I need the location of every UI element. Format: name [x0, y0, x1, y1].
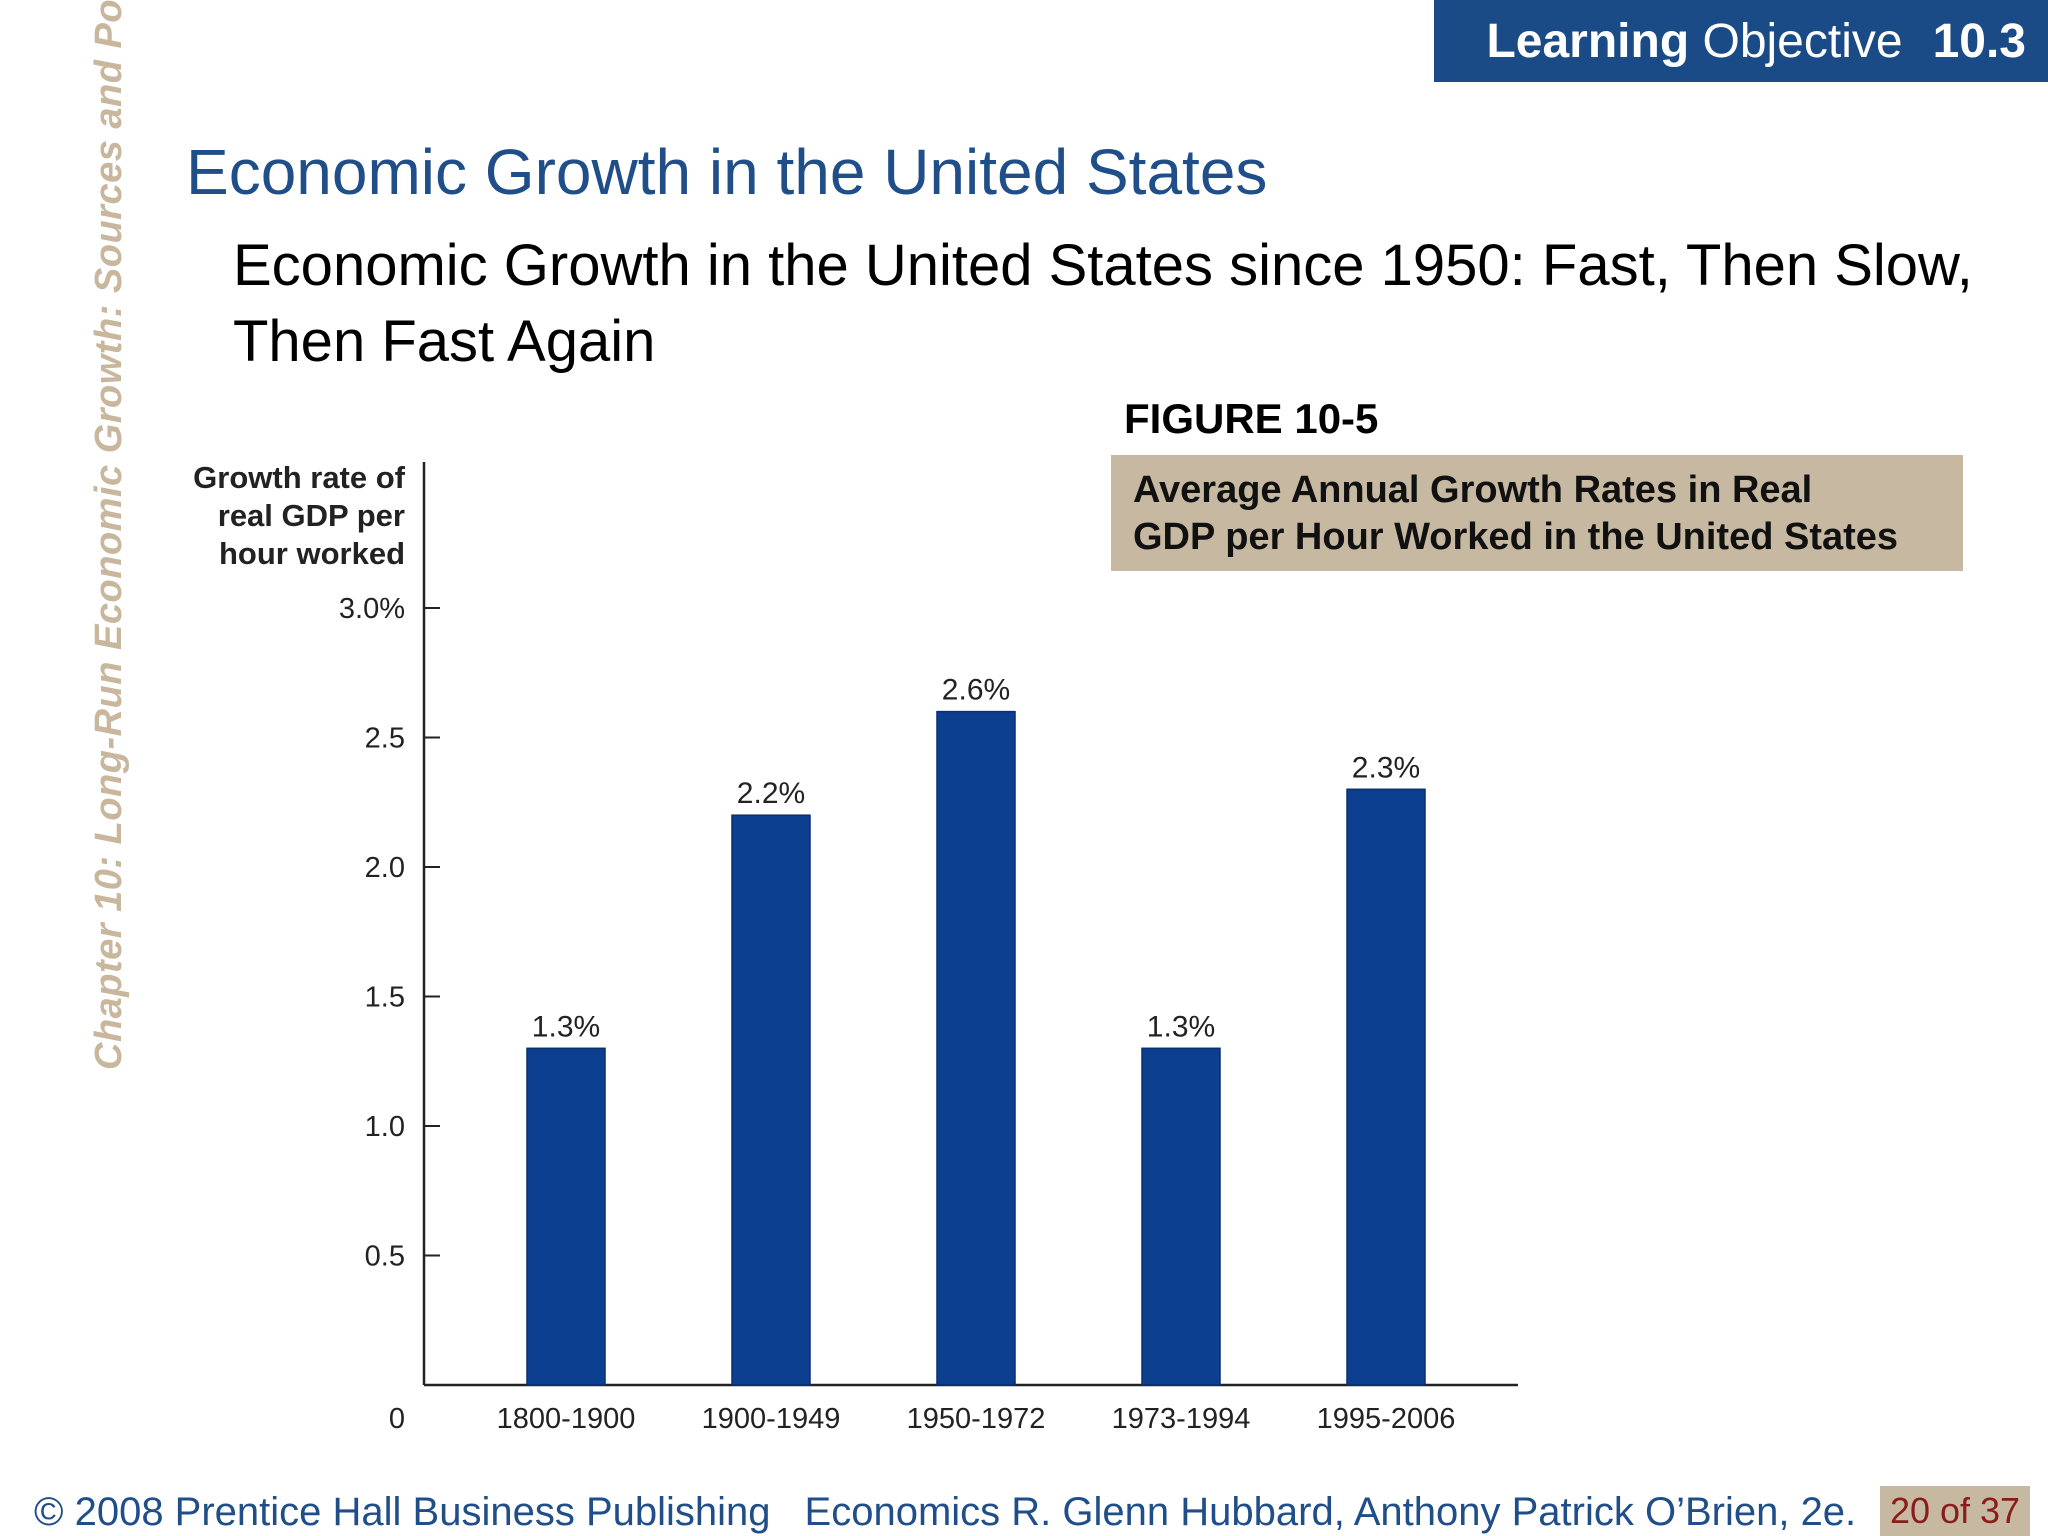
slide-subtitle: Economic Growth in the United States sin…: [233, 233, 1973, 374]
bar: [731, 814, 811, 1386]
figure-caption: Average Annual Growth Rates in Real GDP …: [1111, 455, 1963, 571]
y-tick-label: 0.5: [365, 1241, 405, 1273]
bar-data-label: 1.3%: [532, 1010, 600, 1043]
y-axis-label: hour worked: [219, 536, 405, 571]
y-axis-label: real GDP per: [218, 498, 405, 533]
y-tick-label: 1.0: [365, 1111, 405, 1143]
figure-caption-line-1: Average Annual Growth Rates in Real: [1133, 469, 1813, 511]
slide-title: Economic Growth in the United States: [186, 136, 1268, 208]
y-tick-label: 3.0%: [339, 593, 405, 625]
bar: [1141, 1047, 1221, 1386]
y-tick-label: 2.0: [365, 852, 405, 884]
bar-data-label: 2.6%: [942, 674, 1010, 707]
x-category-label: 1800-1900: [497, 1403, 636, 1435]
x-category-label: 1995-2006: [1317, 1403, 1456, 1435]
learning-objective-banner: Learning Objective 10.3: [1434, 0, 2048, 82]
footer: © 2008 Prentice Hall Business Publishing…: [34, 1490, 1856, 1535]
figure-caption-line-2: GDP per Hour Worked in the United States: [1133, 516, 1899, 558]
figure-label: FIGURE 10-5: [1124, 395, 1379, 442]
bar-data-label: 2.3%: [1352, 751, 1420, 784]
banner-word-objective: Objective: [1702, 14, 1903, 68]
y-axis-label: Growth rate of: [193, 460, 406, 495]
bar: [1346, 788, 1426, 1386]
page-number-badge: 20 of 37: [1880, 1486, 2030, 1536]
bar: [526, 1047, 606, 1386]
x-category-label: 1900-1949: [702, 1403, 841, 1435]
footer-publisher: © 2008 Prentice Hall Business Publishing: [34, 1490, 771, 1534]
banner-objective-number: 10.3: [1932, 14, 2026, 68]
banner-word-learning: Learning: [1486, 14, 1690, 68]
x-category-label: 1973-1994: [1112, 1403, 1251, 1435]
bar: [936, 710, 1016, 1386]
y-tick-label: 2.5: [365, 723, 405, 755]
y-tick-label: 1.5: [365, 982, 405, 1014]
footer-book: Economics R. Glenn Hubbard, Anthony Patr…: [804, 1490, 1857, 1534]
zero-label: 0: [389, 1403, 405, 1435]
x-category-label: 1950-1972: [907, 1403, 1046, 1435]
bar-data-label: 2.2%: [737, 777, 805, 810]
bar-data-label: 1.3%: [1147, 1010, 1215, 1043]
